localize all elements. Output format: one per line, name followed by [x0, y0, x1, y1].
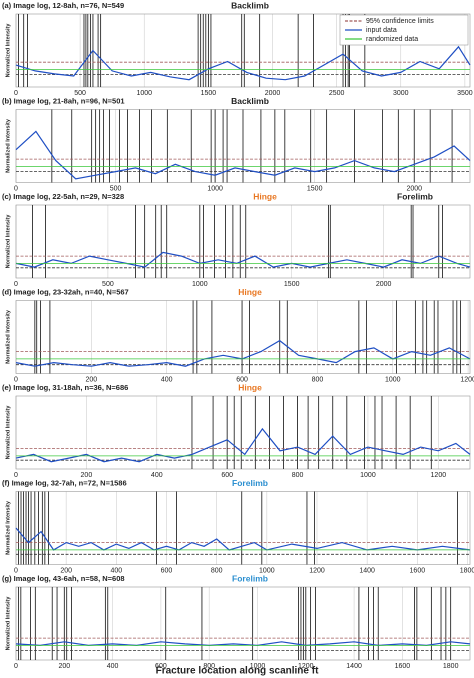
- x-tick-label: 800: [211, 567, 223, 574]
- series-line: [15, 45, 471, 81]
- y-axis-label: Normalized Intensity: [5, 309, 11, 364]
- x-tick-label: 1400: [346, 663, 362, 670]
- panel-title: (d) Image log, 23-32ah, n=40, N=567: [2, 287, 129, 296]
- legend-label: input data: [366, 27, 397, 34]
- x-tick-label: 1000: [136, 90, 152, 97]
- y-axis-label: Normalized Intensity: [5, 596, 11, 651]
- x-tick-label: 400: [161, 376, 173, 383]
- x-tick-label: 800: [203, 663, 215, 670]
- x-tick-label: 0: [14, 185, 18, 192]
- plot-frame: [15, 395, 471, 470]
- x-axis-label: Fracture location along scanline ft: [156, 666, 319, 677]
- x-tick-label: 0: [14, 90, 18, 97]
- x-tick-label: 200: [86, 376, 98, 383]
- x-tick-label: 1800: [443, 663, 459, 670]
- plot-frame: [15, 586, 471, 661]
- panel-title: (a) Image log, 12-8ah, n=76, N=549: [2, 1, 124, 10]
- x-tick-label: 3500: [457, 90, 473, 97]
- x-tick-label: 200: [60, 567, 72, 574]
- x-tick-label: 2000: [376, 281, 392, 288]
- panel-title: (e) Image log, 31-18ah, n=36, N=686: [2, 383, 128, 392]
- x-tick-label: 1000: [250, 663, 266, 670]
- x-tick-label: 600: [221, 472, 233, 479]
- region-label: Backlimb: [231, 0, 269, 10]
- legend-label: 95% confidence limits: [366, 18, 434, 25]
- x-tick-label: 1500: [307, 185, 323, 192]
- x-tick-label: 2500: [329, 90, 345, 97]
- series-line: [15, 427, 471, 463]
- x-tick-label: 200: [58, 663, 70, 670]
- x-tick-label: 0: [14, 281, 18, 288]
- x-tick-label: 1200: [298, 663, 314, 670]
- x-tick-label: 2000: [406, 185, 422, 192]
- series-line: [15, 251, 471, 268]
- x-tick-label: 600: [155, 663, 167, 670]
- x-tick-label: 1800: [460, 567, 474, 574]
- x-tick-label: 0: [14, 663, 18, 670]
- series-line: [15, 130, 471, 180]
- x-tick-label: 1000: [207, 185, 223, 192]
- y-axis-label: Normalized Intensity: [5, 500, 11, 555]
- x-tick-label: 800: [312, 376, 324, 383]
- x-tick-label: 400: [110, 567, 122, 574]
- x-tick-label: 1000: [192, 281, 208, 288]
- x-tick-label: 200: [81, 472, 93, 479]
- y-axis-label: Normalized Intensity: [5, 405, 11, 460]
- x-tick-label: 1200: [309, 567, 325, 574]
- x-tick-label: 500: [110, 185, 122, 192]
- plot-frame: [15, 300, 471, 374]
- x-tick-label: 400: [151, 472, 163, 479]
- x-tick-label: 500: [102, 281, 114, 288]
- x-tick-label: 0: [14, 472, 18, 479]
- series-line: [15, 339, 471, 367]
- series-line: [15, 527, 471, 551]
- plot-frame: [15, 13, 471, 88]
- x-tick-label: 1400: [359, 567, 375, 574]
- x-tick-label: 1000: [360, 472, 376, 479]
- region-label: Hinge: [238, 287, 262, 297]
- x-tick-label: 1600: [410, 567, 426, 574]
- x-tick-label: 600: [161, 567, 173, 574]
- x-tick-label: 1500: [201, 90, 217, 97]
- x-tick-label: 2000: [265, 90, 281, 97]
- panel-title: (b) Image log, 21-8ah, n=96, N=501: [2, 96, 125, 105]
- plot-frame: [15, 204, 471, 279]
- x-tick-label: 1000: [259, 567, 275, 574]
- region-label: Forelimb: [232, 573, 268, 583]
- x-tick-label: 1600: [395, 663, 411, 670]
- plot-frame: [15, 491, 471, 565]
- y-axis-label: Normalized Intensity: [5, 214, 11, 269]
- region-label: Forelimb: [232, 478, 268, 488]
- x-tick-label: 0: [14, 376, 18, 383]
- panel-title: (g) Image log, 43-6ah, n=58, N=608: [2, 574, 125, 583]
- x-tick-label: 400: [107, 663, 119, 670]
- x-tick-label: 800: [292, 472, 304, 479]
- x-tick-label: 600: [236, 376, 248, 383]
- x-tick-label: 0: [14, 567, 18, 574]
- y-axis-label: Normalized Intensity: [5, 118, 11, 173]
- x-tick-label: 1000: [385, 376, 401, 383]
- x-tick-label: 3000: [393, 90, 409, 97]
- region-label: Hinge: [238, 382, 262, 392]
- x-tick-label: 1200: [460, 376, 474, 383]
- region-label: Hinge: [253, 191, 277, 201]
- y-axis-label: Normalized Intensity: [5, 23, 11, 78]
- panel-title: (c) Image log, 22-5ah, n=29, N=328: [2, 192, 124, 201]
- series-line: [15, 641, 471, 647]
- x-tick-label: 1500: [284, 281, 300, 288]
- legend-label: randomized data: [366, 36, 418, 43]
- x-tick-label: 500: [74, 90, 86, 97]
- panel-title: (f) Image log, 32-7ah, n=72, N=1586: [2, 478, 127, 487]
- region-label: Backlimb: [231, 96, 269, 106]
- region-label: Forelimb: [397, 191, 433, 201]
- x-tick-label: 1200: [431, 472, 447, 479]
